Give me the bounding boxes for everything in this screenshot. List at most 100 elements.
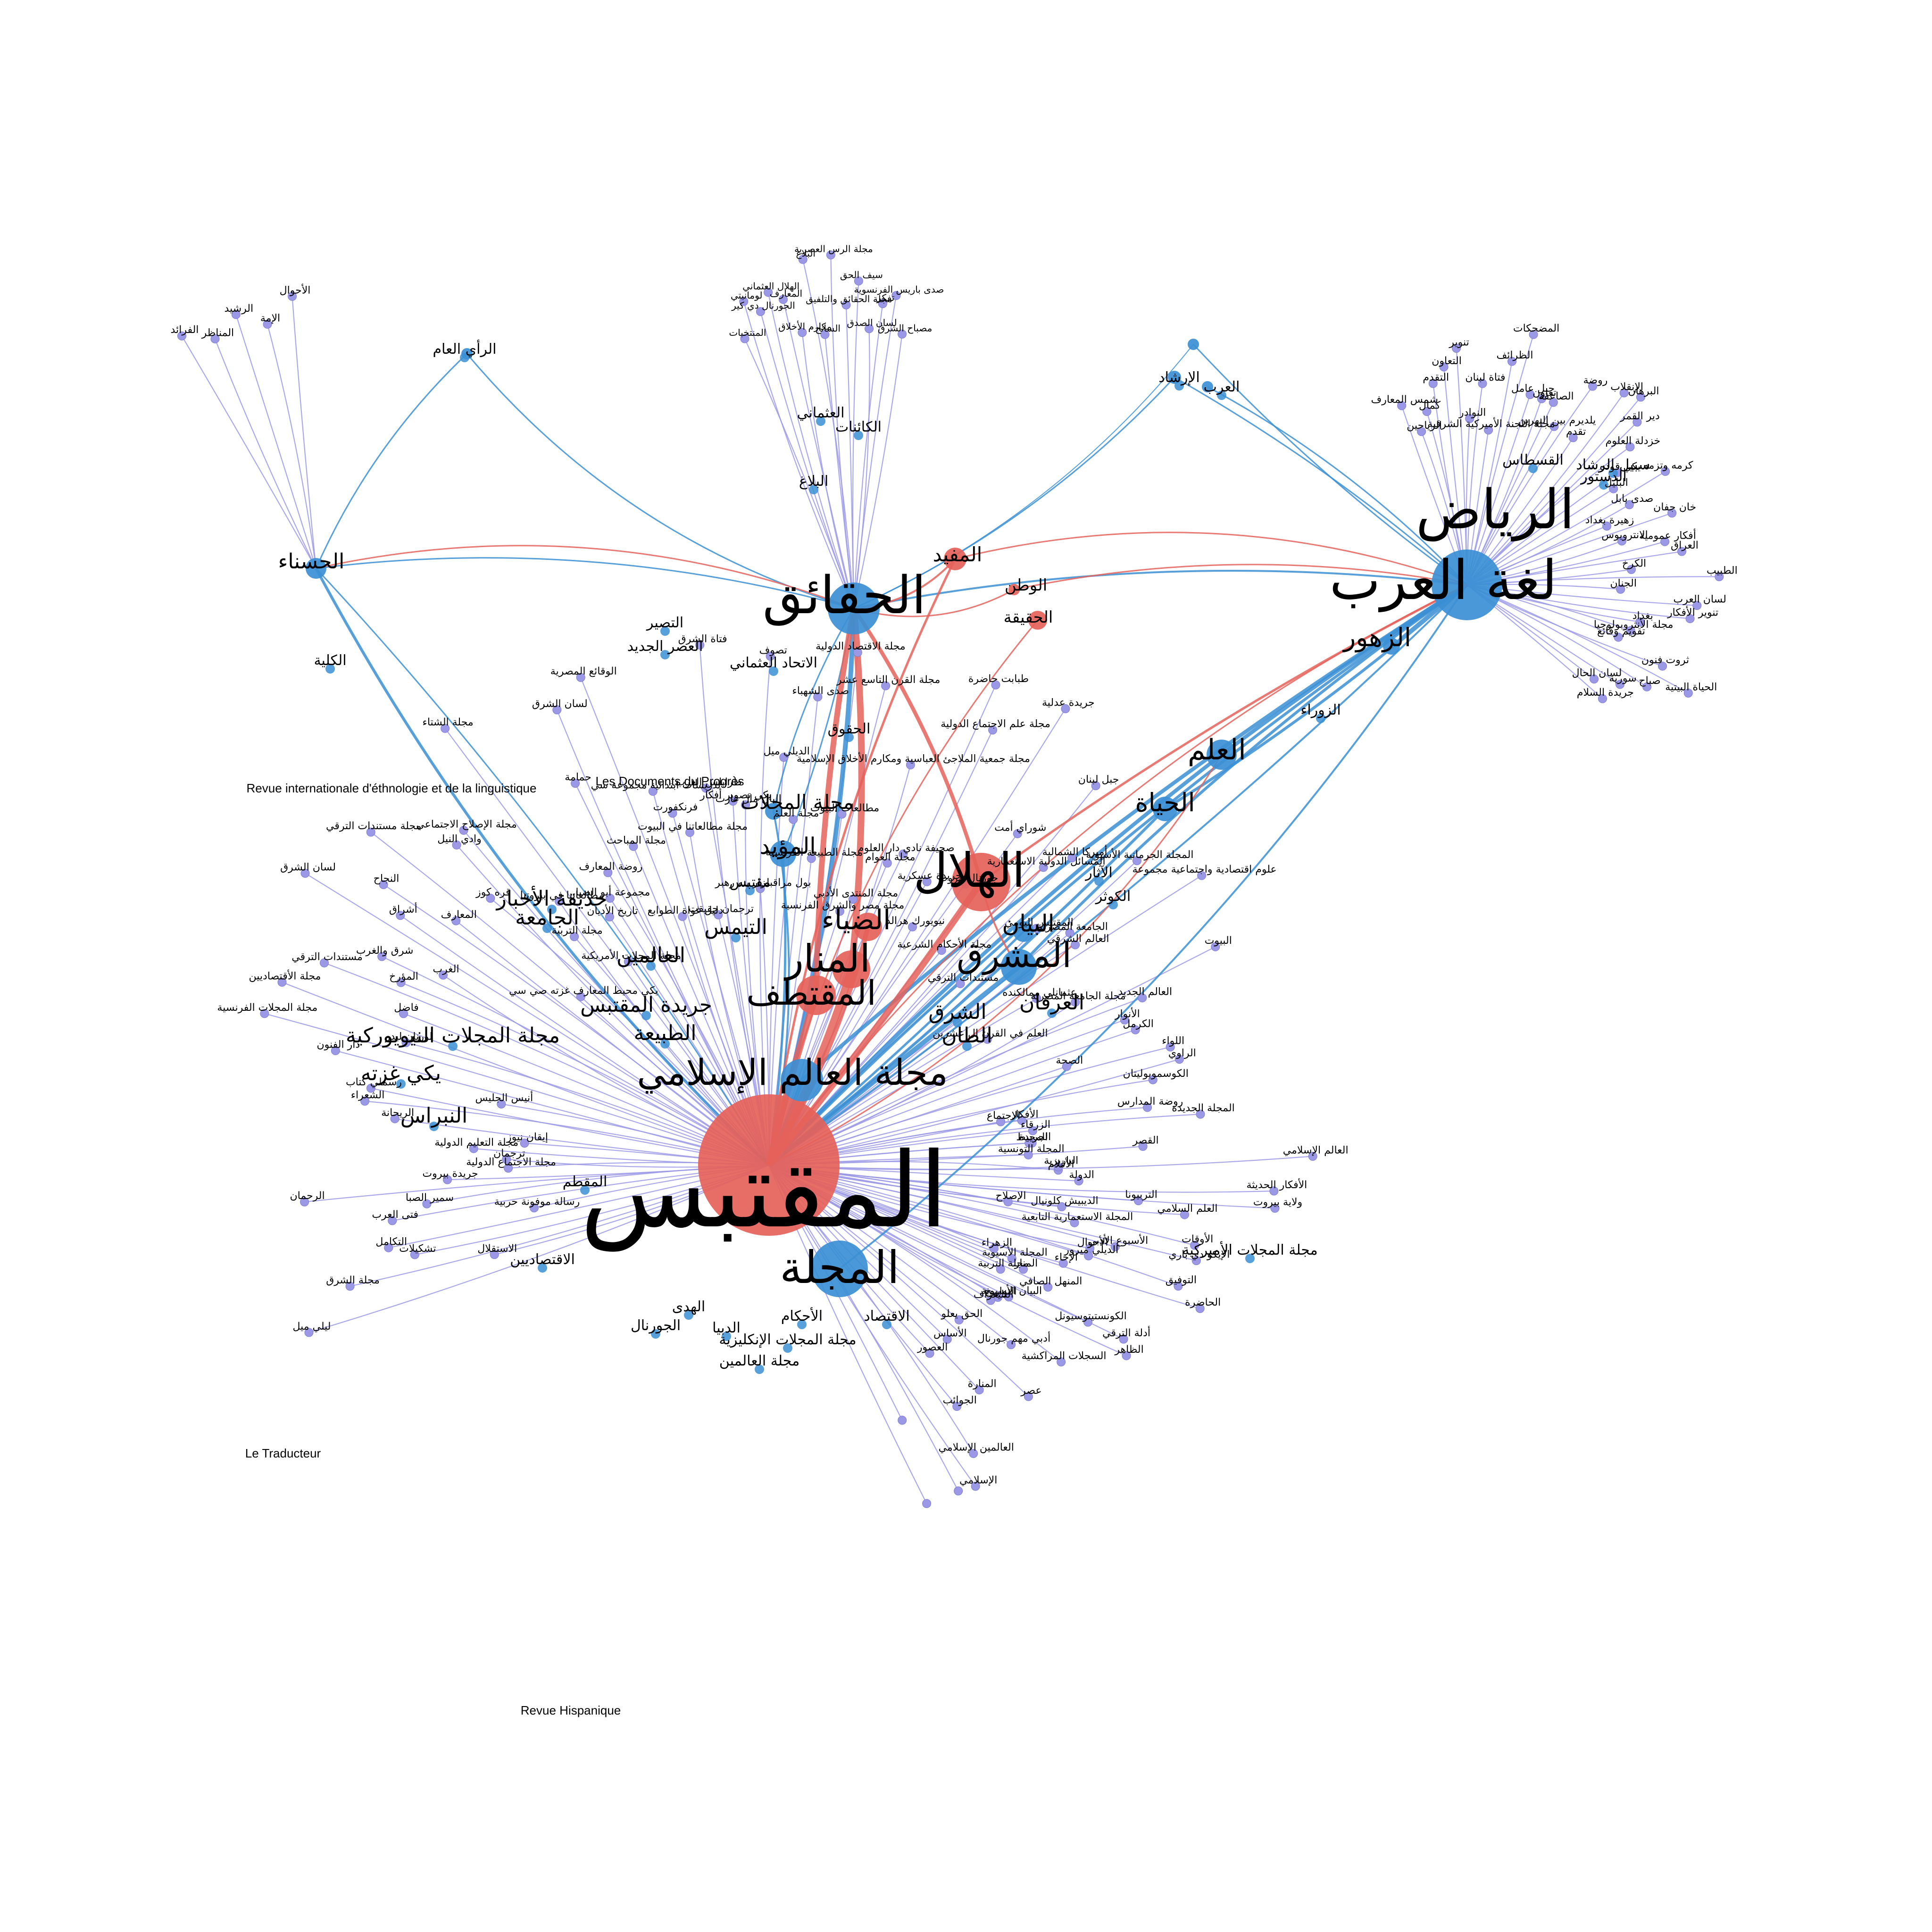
periphery-node bbox=[1065, 928, 1074, 938]
periphery-node bbox=[1013, 829, 1022, 838]
periphery-node bbox=[1032, 994, 1041, 1003]
periphery-node bbox=[360, 1096, 370, 1106]
periphery-node bbox=[1692, 601, 1702, 610]
periphery-label: روضة المدارس bbox=[1117, 1096, 1183, 1108]
link-edge-blue bbox=[773, 608, 855, 812]
node-dot bbox=[1245, 1254, 1255, 1263]
periphery-node bbox=[922, 1499, 932, 1508]
periphery-node bbox=[1028, 1126, 1037, 1135]
periphery-node bbox=[576, 992, 585, 1001]
periphery-node bbox=[388, 1216, 397, 1225]
periphery-label: الإمة bbox=[260, 312, 280, 324]
periphery-label: سمير الصبا bbox=[406, 1192, 454, 1204]
periphery-node bbox=[714, 910, 723, 920]
periphery-node bbox=[629, 841, 638, 851]
periphery-node bbox=[1131, 1025, 1140, 1034]
periphery-label: صحيفة نادي دار العلوم bbox=[858, 842, 955, 854]
periphery-node bbox=[529, 1203, 539, 1213]
periphery-label: رسالة موفونة حربية bbox=[494, 1196, 580, 1208]
hub-node-muqtabas bbox=[698, 1094, 840, 1236]
periphery-edge bbox=[214, 339, 316, 569]
hub-node-haqiqa bbox=[1028, 611, 1047, 630]
periphery-node bbox=[1071, 940, 1080, 949]
periphery-node bbox=[366, 827, 375, 837]
periphery-label: عصر bbox=[1020, 1385, 1041, 1397]
hub-label-haqiqa: الحقيقة bbox=[1004, 608, 1053, 627]
periphery-label: إيقان نيوز bbox=[506, 1132, 548, 1143]
periphery-node bbox=[937, 946, 946, 955]
periphery-node bbox=[1074, 1176, 1083, 1186]
periphery-node bbox=[1632, 417, 1642, 427]
periphery-label: مجلة الحقائق والتلفيق bbox=[806, 293, 892, 304]
link-edge-red bbox=[768, 584, 1467, 1166]
periphery-label: فرنكفورت bbox=[653, 801, 698, 813]
periphery-node bbox=[1525, 390, 1535, 399]
periphery-node bbox=[996, 1265, 1005, 1274]
periphery-node bbox=[1616, 584, 1625, 594]
node-dot bbox=[1174, 381, 1184, 391]
periphery-label: البلاغ bbox=[796, 248, 816, 259]
periphery-label: أفكار عمومية bbox=[1639, 528, 1696, 541]
periphery-node bbox=[571, 779, 580, 788]
periphery-label: المنهل الصافي bbox=[1019, 1275, 1082, 1287]
periphery-node bbox=[1627, 565, 1636, 574]
periphery-label: روضة المعارف bbox=[579, 861, 642, 873]
periphery-label: السجلات المراكشية bbox=[1022, 1350, 1107, 1362]
node-dot bbox=[396, 1079, 406, 1089]
link-edge-blue bbox=[768, 808, 1166, 1166]
periphery-node bbox=[520, 1139, 529, 1148]
link-edge-red bbox=[852, 607, 983, 883]
periphery-label: أدلة الترقي bbox=[1102, 1326, 1150, 1339]
hub-node-hasna bbox=[306, 558, 326, 579]
node-label: الإرشاد bbox=[1158, 369, 1200, 386]
link-edge-red bbox=[768, 754, 1223, 1166]
periphery-label: يلديرم بين النهرين bbox=[1518, 415, 1596, 426]
periphery-label: مستندات الترقي bbox=[928, 972, 999, 983]
periphery-node bbox=[1609, 484, 1618, 493]
periphery-node bbox=[443, 1175, 452, 1184]
periphery-node bbox=[848, 894, 858, 904]
periphery-node bbox=[942, 1334, 952, 1344]
hub-label-riyad: الرياض bbox=[1416, 478, 1575, 541]
periphery-edge bbox=[760, 311, 855, 609]
node-label: العصر الجديد bbox=[627, 638, 703, 655]
periphery-edge bbox=[743, 301, 855, 609]
periphery-edge bbox=[759, 656, 771, 1166]
node-dot bbox=[460, 353, 469, 362]
periphery-node bbox=[1084, 1251, 1093, 1261]
periphery-label: خان جفان bbox=[1653, 501, 1696, 513]
periphery-edge bbox=[830, 255, 855, 609]
periphery-node bbox=[1067, 853, 1077, 863]
periphery-label: مجلة مستندات الترقي bbox=[326, 820, 422, 832]
periphery-label: الإسلامي bbox=[959, 1474, 997, 1486]
periphery-node bbox=[331, 1046, 340, 1055]
periphery-label: ثروت فنون bbox=[1641, 654, 1689, 666]
periphery-node bbox=[1658, 661, 1667, 671]
periphery-node bbox=[807, 854, 816, 863]
periphery-label: دير القمر bbox=[1620, 410, 1660, 422]
periphery-label: الوقائع المصرية bbox=[550, 666, 617, 677]
periphery-node bbox=[728, 796, 738, 806]
periphery-node bbox=[701, 783, 710, 793]
node-label: الآثار bbox=[1084, 865, 1112, 881]
periphery-label: مصباح الشرق bbox=[878, 322, 933, 333]
periphery-label: النوادر bbox=[1458, 407, 1486, 418]
hub-node-majalla bbox=[811, 1241, 868, 1297]
periphery-node bbox=[300, 1197, 309, 1207]
periphery-node bbox=[1174, 1055, 1184, 1064]
periphery-label: المعارف bbox=[770, 288, 802, 299]
periphery-label: الشعراء bbox=[351, 1089, 385, 1101]
hub-label-bayan: البيان bbox=[1002, 910, 1054, 937]
node-label: الهدى bbox=[672, 1299, 706, 1315]
periphery-label: سورية bbox=[1609, 673, 1636, 684]
periphery-node bbox=[1197, 871, 1207, 880]
periphery-label: جريدة بيروت bbox=[422, 1168, 478, 1180]
periphery-label: الصاعقة bbox=[1539, 391, 1574, 402]
periphery-node bbox=[1685, 614, 1695, 624]
periphery-node bbox=[956, 979, 965, 988]
node-label: العثماني bbox=[797, 405, 845, 421]
node-label: الشرق bbox=[928, 1000, 986, 1024]
periphery-label: الكوسموبوليتان bbox=[1123, 1068, 1189, 1080]
periphery-node bbox=[789, 815, 798, 824]
